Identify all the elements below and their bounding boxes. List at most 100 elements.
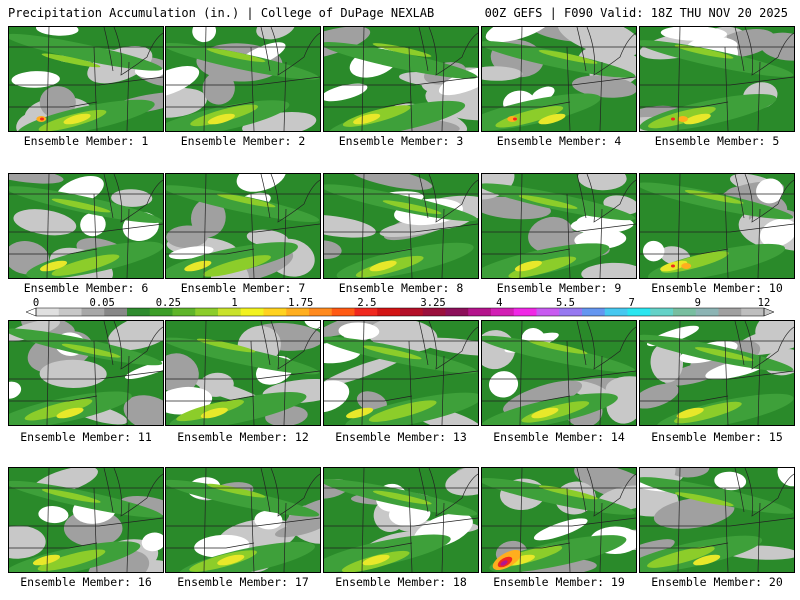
precip-map: [324, 321, 478, 425]
ensemble-map-panel: [323, 467, 479, 573]
colorbar-swatch: [377, 308, 401, 316]
member-label: Ensemble Member: 10: [651, 281, 783, 295]
member-label: Ensemble Member: 19: [493, 575, 625, 589]
colorbar-max-arrow: [763, 307, 775, 317]
precip-map: [482, 468, 636, 572]
colorbar-swatch: [536, 308, 560, 316]
precip-map: [324, 174, 478, 278]
colorbar-tick-label: 2.5: [357, 297, 377, 309]
colorbar-tick-label: 0: [32, 297, 40, 309]
ensemble-map-panel: [165, 320, 321, 426]
colorbar-swatch: [172, 308, 196, 316]
ensemble-map-panel: [639, 467, 795, 573]
precip-map: [640, 468, 794, 572]
member-label: Ensemble Member: 3: [338, 134, 464, 148]
ensemble-map-panel: [639, 26, 795, 132]
colorbar-tick-label: 5.5: [555, 297, 575, 309]
ensemble-map-panel: [323, 320, 479, 426]
colorbar-tick-label: 7: [628, 297, 635, 309]
colorbar-swatch: [309, 308, 333, 316]
colorbar-swatch: [582, 308, 606, 316]
chart-title: Precipitation Accumulation (in.) | Colle…: [8, 6, 435, 20]
member-label: Ensemble Member: 17: [177, 575, 309, 589]
colorbar-tick-label: 12: [757, 297, 771, 309]
ensemble-map-panel: [165, 26, 321, 132]
colorbar-tick-label: 3.25: [420, 297, 446, 309]
colorbar-swatch: [445, 308, 469, 316]
ensemble-map-panel: [639, 173, 795, 279]
ensemble-map-panel: [323, 26, 479, 132]
member-label: Ensemble Member: 11: [20, 430, 152, 444]
precip-map: [9, 174, 163, 278]
ensemble-map-panel: [639, 320, 795, 426]
member-label: Ensemble Member: 5: [654, 134, 780, 148]
colorbar-swatch: [513, 308, 537, 316]
colorbar-swatch: [58, 308, 82, 316]
ensemble-map-panel: [8, 467, 164, 573]
colorbar-swatch: [240, 308, 264, 316]
member-label: Ensemble Member: 18: [335, 575, 467, 589]
colorbar-swatch: [422, 308, 446, 316]
colorbar-swatch: [718, 308, 742, 316]
member-label: Ensemble Member: 8: [338, 281, 464, 295]
precip-map: [482, 27, 636, 131]
member-label: Ensemble Member: 12: [177, 430, 309, 444]
colorbar-swatch: [400, 308, 424, 316]
colorbar-tick-label: 4: [496, 297, 503, 309]
colorbar-swatch: [695, 308, 719, 316]
member-label: Ensemble Member: 6: [23, 281, 149, 295]
colorbar-swatch: [673, 308, 697, 316]
precip-map: [9, 321, 163, 425]
colorbar-swatch: [81, 308, 105, 316]
precip-map: [482, 321, 636, 425]
ensemble-map-panel: [8, 26, 164, 132]
ensemble-map-panel: [481, 173, 637, 279]
member-label: Ensemble Member: 14: [493, 430, 625, 444]
colorbar-swatch: [559, 308, 583, 316]
colorbar-swatch: [36, 308, 60, 316]
colorbar-swatch: [354, 308, 378, 316]
colorbar-swatch: [491, 308, 515, 316]
colorbar-swatch: [218, 308, 242, 316]
colorbar-swatch: [604, 308, 628, 316]
precip-map: [166, 27, 320, 131]
ensemble-map-panel: [165, 467, 321, 573]
colorbar-swatch: [286, 308, 310, 316]
ensemble-map-panel: [8, 173, 164, 279]
ensemble-map-panel: [8, 320, 164, 426]
colorbar-scale: [25, 307, 775, 317]
colorbar-swatch: [263, 308, 287, 316]
colorbar-swatch: [195, 308, 219, 316]
ensemble-map-panel: [481, 26, 637, 132]
member-label: Ensemble Member: 7: [180, 281, 306, 295]
colorbar-swatch: [468, 308, 492, 316]
colorbar-swatch: [104, 308, 128, 316]
precip-map: [166, 321, 320, 425]
ensemble-map-panel: [323, 173, 479, 279]
colorbar-swatch: [741, 308, 765, 316]
colorbar-swatch: [331, 308, 355, 316]
colorbar-tick-label: 1.75: [288, 297, 314, 309]
precip-map: [324, 27, 478, 131]
member-label: Ensemble Member: 13: [335, 430, 467, 444]
precip-map: [640, 27, 794, 131]
colorbar-tick-label: 0.25: [155, 297, 182, 309]
precip-map: [640, 174, 794, 278]
precip-map: [9, 468, 163, 572]
precip-map: [166, 468, 320, 572]
precip-map: [166, 174, 320, 278]
member-label: Ensemble Member: 20: [651, 575, 783, 589]
ensemble-map-panel: [481, 320, 637, 426]
colorbar-min-arrow: [25, 307, 37, 317]
precip-map: [640, 321, 794, 425]
precip-map: [482, 174, 636, 278]
precip-map: [9, 27, 163, 131]
colorbar-swatch: [127, 308, 151, 316]
precip-map: [324, 468, 478, 572]
valid-time: 00Z GEFS | F090 Valid: 18Z THU NOV 20 20…: [484, 6, 788, 20]
colorbar-swatch: [627, 308, 651, 316]
ensemble-map-panel: [165, 173, 321, 279]
ensemble-map-panel: [481, 467, 637, 573]
colorbar-tick-label: 1: [231, 297, 238, 309]
colorbar-tick-label: 9: [694, 297, 701, 309]
